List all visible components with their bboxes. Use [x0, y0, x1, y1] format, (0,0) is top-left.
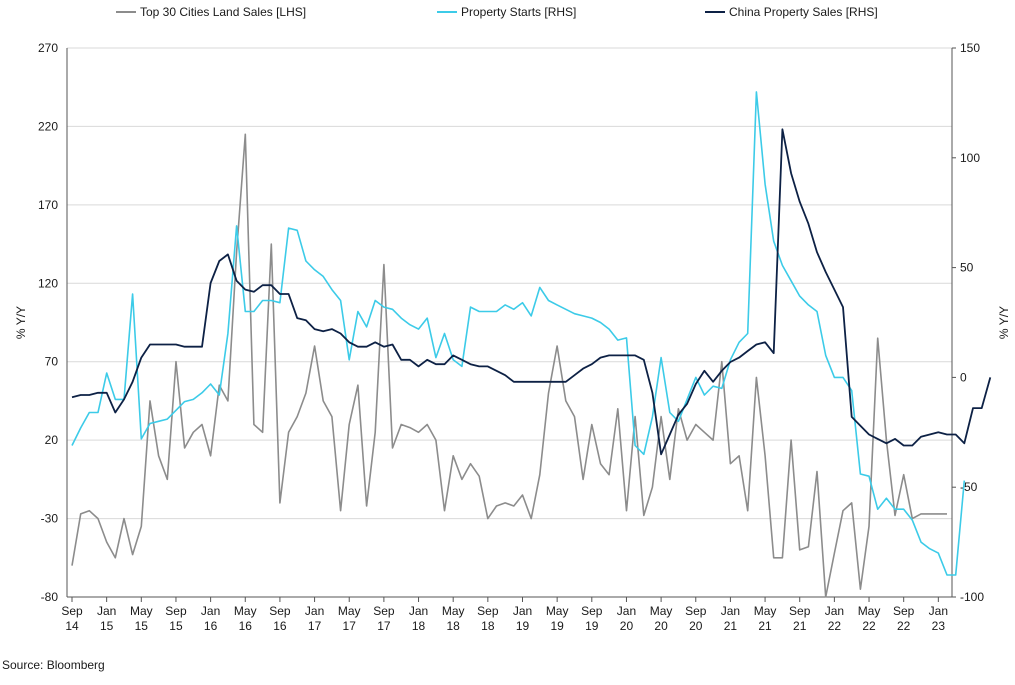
x-tick-label-year: 18: [447, 619, 461, 633]
series-line-1: [71, 133, 947, 598]
x-tick-label-month: Sep: [61, 604, 83, 618]
x-tick-label-year: 15: [169, 619, 183, 633]
x-tick-label-month: Jan: [97, 604, 116, 618]
x-tick-label-year: 15: [135, 619, 149, 633]
x-tick-label-year: 19: [585, 619, 599, 633]
x-tick-label-month: May: [754, 604, 777, 618]
x-tick-label-month: Sep: [165, 604, 187, 618]
x-tick-label-month: Jan: [617, 604, 636, 618]
x-tick-label-month: Jan: [201, 604, 220, 618]
y-left-tick-label: 20: [45, 433, 59, 447]
y-right-axis-title: % Y/Y: [997, 306, 1011, 339]
x-tick-label-month: May: [546, 604, 569, 618]
legend-label-3: China Property Sales [RHS]: [729, 5, 878, 19]
x-tick-label-month: Sep: [893, 604, 915, 618]
x-tick-label-month: May: [338, 604, 361, 618]
legend-label-1: Top 30 Cities Land Sales [LHS]: [140, 5, 306, 19]
y-right-tick-label: 50: [960, 261, 974, 275]
x-tick-label-year: 16: [273, 619, 287, 633]
x-tick-label-year: 20: [654, 619, 668, 633]
x-tick-label-month: Sep: [269, 604, 291, 618]
legend-label-2: Property Starts [RHS]: [461, 5, 576, 19]
grid-lines: [67, 47, 952, 598]
x-tick-label-month: Sep: [373, 604, 395, 618]
x-tick-label-month: Sep: [685, 604, 707, 618]
x-tick-label-month: Jan: [929, 604, 948, 618]
x-tick-label-year: 20: [620, 619, 634, 633]
x-tick-label-year: 19: [550, 619, 564, 633]
x-tick-label-year: 21: [793, 619, 807, 633]
x-tick-label-year: 20: [689, 619, 703, 633]
y-left-tick-label: 270: [38, 41, 58, 55]
x-tick-label-year: 15: [100, 619, 114, 633]
x-tick-label-year: 23: [932, 619, 946, 633]
x-tick-label-month: Jan: [305, 604, 324, 618]
x-tick-label-year: 22: [862, 619, 876, 633]
y-right-tick-label: -100: [960, 590, 984, 604]
y-left-axis-title: % Y/Y: [14, 306, 28, 339]
x-tick-label-month: Sep: [477, 604, 499, 618]
y-left-tick-label: 70: [45, 355, 59, 369]
x-tick-label-year: 22: [897, 619, 911, 633]
y-right-tick-label: 150: [960, 41, 980, 55]
x-tick-label-month: Jan: [721, 604, 740, 618]
x-tick-label-year: 16: [204, 619, 218, 633]
x-tick-label-month: Jan: [825, 604, 844, 618]
x-tick-label-year: 21: [758, 619, 772, 633]
x-tick-label-month: May: [442, 604, 465, 618]
x-tick-label-year: 14: [65, 619, 79, 633]
y-left-tick-label: 220: [38, 119, 58, 133]
x-tick-label-year: 17: [343, 619, 357, 633]
x-tick-label-month: May: [650, 604, 673, 618]
x-tick-label-year: 17: [377, 619, 391, 633]
x-tick-label-month: May: [858, 604, 881, 618]
legend: Top 30 Cities Land Sales [LHS] Property S…: [116, 5, 878, 19]
x-tick-label-year: 21: [724, 619, 738, 633]
x-tick-label-month: Sep: [789, 604, 811, 618]
x-tick-label-year: 18: [481, 619, 495, 633]
series-lines: [71, 91, 992, 598]
x-tick-label-year: 16: [239, 619, 253, 633]
series-line-3: [71, 128, 992, 456]
y-right-tick-label: 100: [960, 151, 980, 165]
x-tick-label-month: May: [234, 604, 257, 618]
x-tick-label-month: Sep: [581, 604, 603, 618]
y-left-tick-label: -80: [41, 590, 59, 604]
y-right-tick-label: 0: [960, 370, 967, 384]
series-line-2: [71, 91, 966, 576]
y-left-tick-label: -30: [41, 512, 59, 526]
x-tick-label-month: Jan: [513, 604, 532, 618]
source-note: Source: Bloomberg: [2, 658, 105, 672]
x-tick-label-year: 18: [412, 619, 426, 633]
x-tick-label-month: Jan: [409, 604, 428, 618]
x-tick-label-year: 19: [516, 619, 530, 633]
y-left-tick-label: 120: [38, 276, 58, 290]
x-tick-label-year: 17: [308, 619, 322, 633]
x-tick-label-month: May: [130, 604, 153, 618]
axes: 2702201701207020-30-80150100500-50-100% …: [14, 41, 1011, 633]
x-tick-label-year: 22: [828, 619, 842, 633]
y-left-tick-label: 170: [38, 198, 58, 212]
